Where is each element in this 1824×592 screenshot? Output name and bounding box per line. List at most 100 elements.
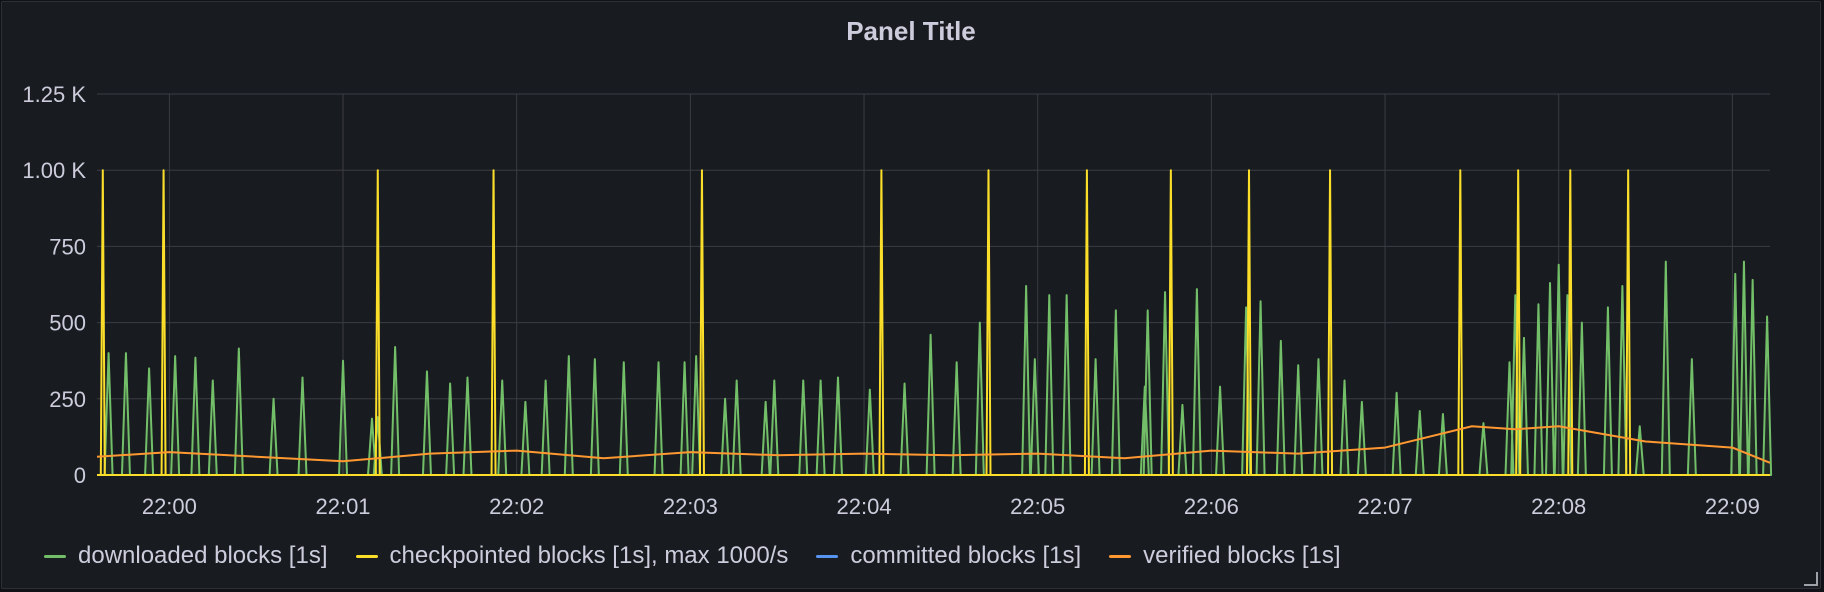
- data-point[interactable]: [1625, 167, 1631, 173]
- data-point[interactable]: [1764, 314, 1770, 320]
- data-point[interactable]: [1750, 277, 1756, 283]
- data-point[interactable]: [1663, 259, 1669, 265]
- data-point[interactable]: [948, 452, 954, 458]
- data-point[interactable]: [424, 368, 430, 374]
- data-point[interactable]: [621, 359, 627, 365]
- data-point[interactable]: [146, 365, 152, 371]
- series-line[interactable]: [96, 425, 1771, 464]
- data-point[interactable]: [464, 374, 470, 380]
- data-point[interactable]: [699, 167, 705, 173]
- series-line[interactable]: [97, 169, 1770, 476]
- data-point[interactable]: [763, 399, 769, 405]
- data-point[interactable]: [1605, 304, 1611, 310]
- data-point[interactable]: [1619, 283, 1625, 289]
- legend-item[interactable]: downloaded blocks [1s]: [44, 542, 328, 570]
- data-point[interactable]: [1547, 280, 1553, 286]
- resize-handle[interactable]: [1804, 572, 1818, 586]
- data-point[interactable]: [1480, 420, 1486, 426]
- data-point[interactable]: [928, 332, 934, 338]
- data-point[interactable]: [656, 359, 662, 365]
- data-point[interactable]: [271, 396, 277, 402]
- data-point[interactable]: [1579, 320, 1585, 326]
- legend-item[interactable]: committed blocks [1s]: [816, 542, 1081, 570]
- data-point[interactable]: [1741, 259, 1747, 265]
- data-point[interactable]: [172, 353, 178, 359]
- data-point[interactable]: [1637, 423, 1643, 429]
- data-point[interactable]: [100, 167, 106, 173]
- data-point[interactable]: [1084, 167, 1090, 173]
- data-point[interactable]: [300, 374, 306, 380]
- data-point[interactable]: [1732, 271, 1738, 277]
- data-point[interactable]: [1394, 390, 1400, 396]
- data-point[interactable]: [977, 320, 983, 326]
- data-point[interactable]: [1469, 423, 1475, 429]
- data-point[interactable]: [166, 449, 172, 455]
- data-point[interactable]: [867, 387, 873, 393]
- data-point[interactable]: [1556, 423, 1562, 429]
- data-point[interactable]: [1278, 338, 1284, 344]
- data-point[interactable]: [1515, 167, 1521, 173]
- data-point[interactable]: [1521, 335, 1527, 341]
- data-point[interactable]: [566, 353, 572, 359]
- data-point[interactable]: [1064, 292, 1070, 298]
- data-point[interactable]: [1162, 289, 1168, 295]
- data-point[interactable]: [94, 454, 100, 460]
- panel-title[interactable]: Panel Title: [846, 16, 976, 46]
- data-point[interactable]: [878, 167, 884, 173]
- data-point[interactable]: [340, 458, 346, 464]
- data-point[interactable]: [106, 350, 112, 356]
- data-point[interactable]: [1145, 307, 1151, 313]
- data-point[interactable]: [985, 167, 991, 173]
- data-point[interactable]: [818, 378, 824, 384]
- data-point[interactable]: [682, 359, 688, 365]
- data-point[interactable]: [1512, 426, 1518, 432]
- legend-item[interactable]: verified blocks [1s]: [1109, 542, 1341, 570]
- data-point[interactable]: [375, 167, 381, 173]
- data-point[interactable]: [1246, 167, 1252, 173]
- data-point[interactable]: [1194, 286, 1200, 292]
- data-point[interactable]: [1417, 408, 1423, 414]
- data-point[interactable]: [499, 378, 505, 384]
- data-point[interactable]: [514, 448, 520, 454]
- data-point[interactable]: [192, 355, 198, 361]
- data-point[interactable]: [1643, 438, 1649, 444]
- legend-item[interactable]: checkpointed blocks [1s], max 1000/s: [355, 542, 788, 570]
- data-point[interactable]: [693, 353, 699, 359]
- data-point[interactable]: [1767, 460, 1773, 466]
- data-point[interactable]: [1046, 292, 1052, 298]
- data-point[interactable]: [1689, 356, 1695, 362]
- data-point[interactable]: [1327, 167, 1333, 173]
- data-point[interactable]: [861, 451, 867, 457]
- data-point[interactable]: [161, 167, 167, 173]
- data-point[interactable]: [491, 167, 497, 173]
- series-line[interactable]: [97, 260, 1773, 476]
- data-point[interactable]: [601, 455, 607, 461]
- data-point[interactable]: [902, 381, 908, 387]
- data-point[interactable]: [835, 374, 841, 380]
- data-point[interactable]: [1217, 384, 1223, 390]
- data-point[interactable]: [392, 344, 398, 350]
- data-point[interactable]: [1093, 356, 1099, 362]
- data-point[interactable]: [1506, 359, 1512, 365]
- data-point[interactable]: [1113, 307, 1119, 313]
- data-point[interactable]: [369, 416, 375, 422]
- data-point[interactable]: [771, 378, 777, 384]
- data-point[interactable]: [1535, 301, 1541, 307]
- data-point[interactable]: [1023, 283, 1029, 289]
- data-point[interactable]: [592, 356, 598, 362]
- data-point[interactable]: [1440, 411, 1446, 417]
- data-point[interactable]: [447, 381, 453, 387]
- data-point[interactable]: [1179, 402, 1185, 408]
- data-point[interactable]: [1208, 448, 1214, 454]
- data-point[interactable]: [340, 358, 346, 364]
- data-point[interactable]: [1122, 455, 1128, 461]
- data-point[interactable]: [1258, 298, 1264, 304]
- data-point[interactable]: [687, 449, 693, 455]
- data-point[interactable]: [236, 346, 242, 352]
- data-point[interactable]: [734, 378, 740, 384]
- data-point[interactable]: [722, 396, 728, 402]
- data-point[interactable]: [1556, 262, 1562, 268]
- data-point[interactable]: [1382, 445, 1388, 451]
- data-point[interactable]: [522, 399, 528, 405]
